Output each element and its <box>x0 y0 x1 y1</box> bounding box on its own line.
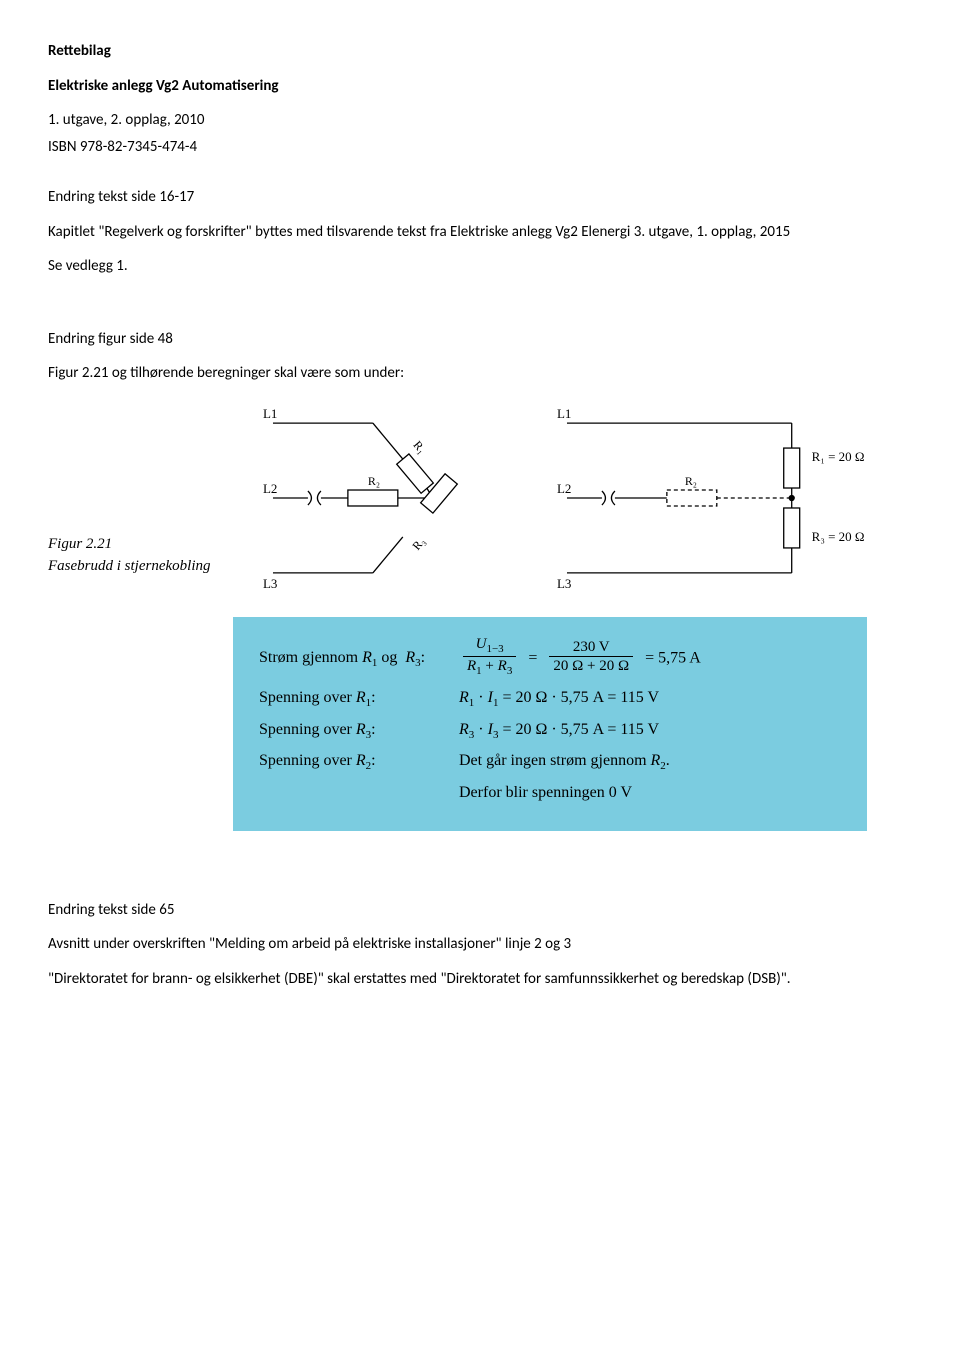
calc-line4-expr-a: Det går ingen strøm gjennom R2. <box>459 749 670 775</box>
section3-body1: Avsnitt under overskriften "Melding om a… <box>48 933 912 956</box>
calc-line1-label: Strøm gjennom R1 og R3: <box>259 646 459 672</box>
section3-heading: Endring tekst side 65 <box>48 899 912 922</box>
svg-text:L1: L1 <box>557 406 571 421</box>
section1-attachment: Se vedlegg 1. <box>48 255 912 278</box>
section1-body: Kapitlet "Regelverk og forskrifter" bytt… <box>48 221 912 244</box>
svg-text:R₃ = 20 Ω: R₃ = 20 Ω <box>812 528 865 543</box>
section2-heading: Endring figur side 48 <box>48 328 912 351</box>
section2-intro: Figur 2.21 og tilhørende beregninger ska… <box>48 362 912 385</box>
svg-text:L2: L2 <box>557 481 571 496</box>
svg-text:L3: L3 <box>557 575 571 590</box>
isbn-line: ISBN 978-82-7345-474-4 <box>48 136 912 159</box>
svg-text:L2: L2 <box>263 481 277 496</box>
edition-line: 1. utgave, 2. opplag, 2010 <box>48 109 912 132</box>
figure-caption-line2: Fasebrudd i stjernekobling <box>48 555 233 578</box>
svg-text:R₂: R₂ <box>685 474 697 488</box>
section1-heading: Endring tekst side 16-17 <box>48 186 912 209</box>
svg-text:L1: L1 <box>263 406 277 421</box>
calc-line1: Strøm gjennom R1 og R3: U1−3 R1 + R3 = 2… <box>259 637 841 680</box>
calc-line4-label: Spenning over R2: <box>259 749 459 775</box>
svg-text:R₂: R₂ <box>368 474 380 488</box>
calc-line4: Spenning over R2: Det går ingen strøm gj… <box>259 749 841 775</box>
svg-text:R₁ = 20 Ω: R₁ = 20 Ω <box>812 449 865 464</box>
calc-line2-label: Spenning over R1: <box>259 686 459 712</box>
calc-line4-expr-b: Derfor blir spenningen 0 V <box>459 781 841 805</box>
figure-caption-line1: Figur 2.21 <box>48 533 233 556</box>
section3-body2: "Direktoratet for brann- og elsikkerhet … <box>48 968 912 991</box>
svg-text:R₃: R₃ <box>409 534 428 552</box>
doc-subtitle: Elektriske anlegg Vg2 Automatisering <box>48 75 912 98</box>
figure-row: Figur 2.21 Fasebrudd i stjernekobling L1… <box>48 403 912 593</box>
svg-text:L3: L3 <box>263 575 277 590</box>
figure-caption: Figur 2.21 Fasebrudd i stjernekobling <box>48 403 233 578</box>
calc-line3: Spenning over R3: R3 · I3 = 20 Ω · 5,75 … <box>259 718 841 744</box>
doc-title: Rettebilag <box>48 40 912 63</box>
calc-line3-label: Spenning over R3: <box>259 718 459 744</box>
calc-line2-expr: R1 · I1 = 20 Ω · 5,75 A = 115 V <box>459 686 659 712</box>
calc-line3-expr: R3 · I3 = 20 Ω · 5,75 A = 115 V <box>459 718 659 744</box>
calculation-box: Strøm gjennom R1 og R3: U1−3 R1 + R3 = 2… <box>233 617 867 831</box>
svg-text:R₁: R₁ <box>410 437 429 455</box>
left-circuit-diagram: L1 L2 L3 R₂ R₁ <box>253 403 533 593</box>
calc-line1-expr: U1−3 R1 + R3 = 230 V 20 Ω + 20 Ω = 5,75 … <box>459 637 701 680</box>
right-circuit-diagram: L1 L2 L3 R₂ R₁ = 20 Ω R₃ = 20 <box>552 403 912 593</box>
calc-line2: Spenning over R1: R1 · I1 = 20 Ω · 5,75 … <box>259 686 841 712</box>
